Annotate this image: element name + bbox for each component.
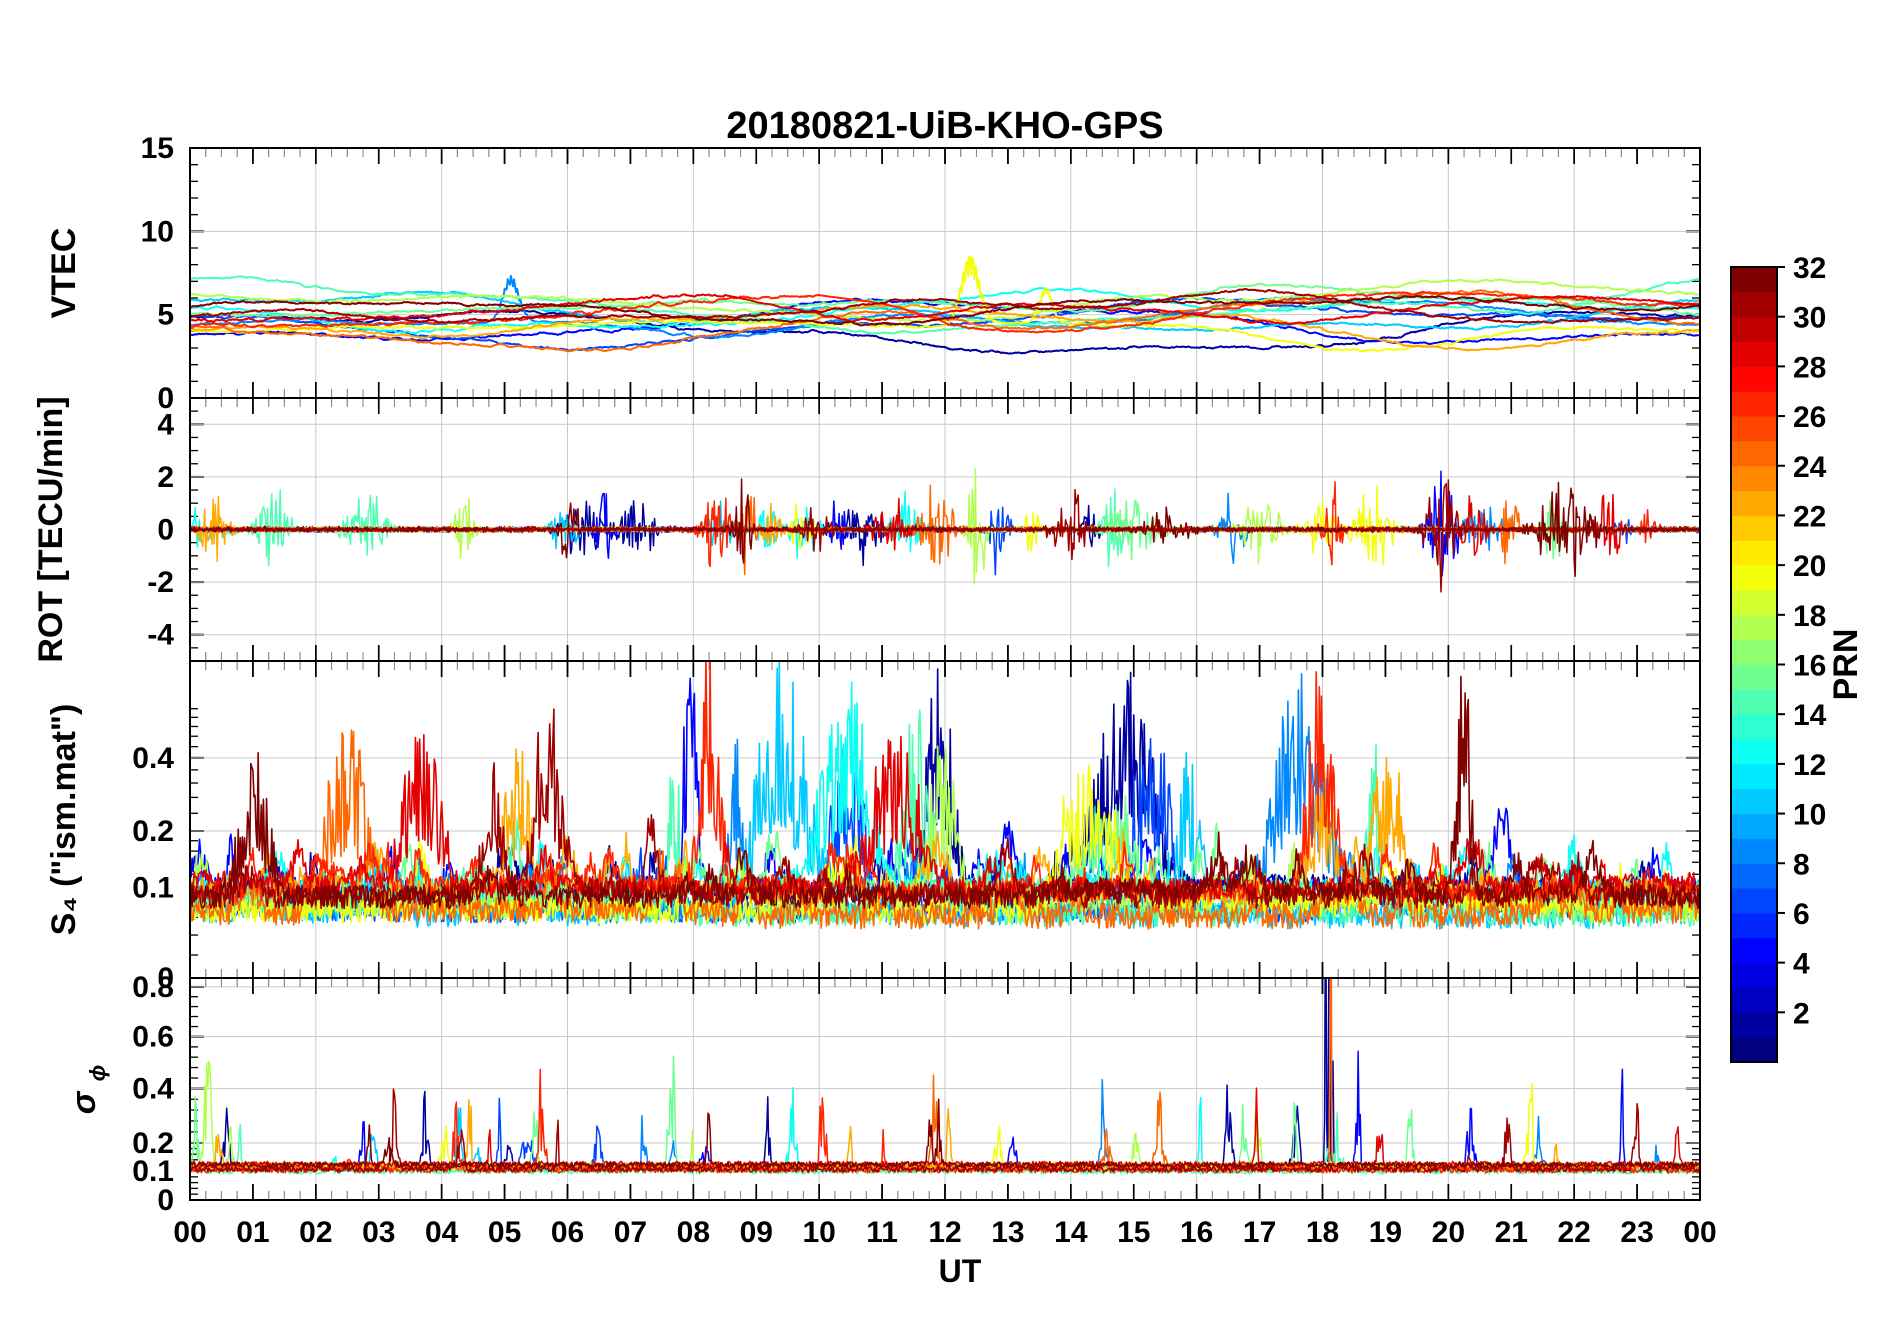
svg-text:14: 14 <box>1054 1216 1088 1249</box>
svg-text:2: 2 <box>157 461 174 494</box>
svg-text:12: 12 <box>928 1216 961 1249</box>
svg-text:-2: -2 <box>147 566 174 599</box>
svg-text:08: 08 <box>677 1216 710 1249</box>
svg-text:02: 02 <box>299 1216 332 1249</box>
svg-text:01: 01 <box>236 1216 269 1249</box>
svg-text:16: 16 <box>1180 1216 1213 1249</box>
svg-text:20: 20 <box>1432 1216 1465 1249</box>
svg-text:VTEC: VTEC <box>45 228 83 319</box>
svg-text:32: 32 <box>1793 252 1826 285</box>
svg-text:5: 5 <box>157 299 174 332</box>
svg-text:4: 4 <box>157 408 174 441</box>
svg-text:20: 20 <box>1793 550 1826 583</box>
svg-text:0.4: 0.4 <box>132 1073 174 1106</box>
svg-text:15: 15 <box>1117 1216 1150 1249</box>
svg-text:10: 10 <box>802 1216 835 1249</box>
svg-text:16: 16 <box>1793 650 1826 683</box>
svg-text:15: 15 <box>141 132 174 165</box>
svg-text:18: 18 <box>1306 1216 1339 1249</box>
svg-text:11: 11 <box>866 1216 898 1249</box>
svg-text:14: 14 <box>1793 699 1827 732</box>
svg-text:0.8: 0.8 <box>132 971 174 1004</box>
svg-text:22: 22 <box>1793 500 1826 533</box>
svg-text:18: 18 <box>1793 600 1826 633</box>
svg-text:0.6: 0.6 <box>132 1021 174 1054</box>
svg-text:21: 21 <box>1495 1216 1528 1249</box>
svg-text:24: 24 <box>1793 451 1827 484</box>
svg-text:10: 10 <box>1793 799 1826 832</box>
svg-text:0: 0 <box>157 1184 174 1217</box>
svg-text:17: 17 <box>1243 1216 1276 1249</box>
svg-text:6: 6 <box>1793 898 1810 931</box>
svg-text:03: 03 <box>362 1216 395 1249</box>
svg-text:UT: UT <box>939 1253 982 1289</box>
svg-text:19: 19 <box>1369 1216 1402 1249</box>
svg-text:06: 06 <box>551 1216 584 1249</box>
svg-text:0: 0 <box>157 514 174 547</box>
svg-text:8: 8 <box>1793 848 1810 881</box>
svg-text:26: 26 <box>1793 401 1826 434</box>
svg-text:ROT [TECU/min]: ROT [TECU/min] <box>32 396 70 662</box>
svg-text:04: 04 <box>425 1216 459 1249</box>
svg-text:07: 07 <box>614 1216 647 1249</box>
svg-text:12: 12 <box>1793 749 1826 782</box>
svg-text:PRN: PRN <box>1827 629 1865 701</box>
svg-text:23: 23 <box>1620 1216 1653 1249</box>
svg-text:σ: σ <box>65 1090 103 1114</box>
svg-text:22: 22 <box>1557 1216 1590 1249</box>
svg-text:4: 4 <box>1793 948 1810 981</box>
svg-text:S₄ ("ism.mat"): S₄ ("ism.mat") <box>45 704 83 936</box>
svg-text:00: 00 <box>173 1216 206 1249</box>
svg-text:0.2: 0.2 <box>132 815 174 848</box>
svg-text:13: 13 <box>991 1216 1024 1249</box>
svg-text:10: 10 <box>141 215 174 248</box>
svg-text:0.4: 0.4 <box>132 742 174 775</box>
svg-text:09: 09 <box>740 1216 773 1249</box>
svg-text:0.1: 0.1 <box>132 871 174 904</box>
svg-text:2: 2 <box>1793 997 1810 1030</box>
svg-text:20180821-UiB-KHO-GPS: 20180821-UiB-KHO-GPS <box>726 105 1163 147</box>
svg-text:00: 00 <box>1683 1216 1716 1249</box>
svg-text:-4: -4 <box>147 619 174 652</box>
svg-text:ϕ: ϕ <box>85 1065 110 1082</box>
svg-text:30: 30 <box>1793 302 1826 335</box>
svg-text:05: 05 <box>488 1216 521 1249</box>
svg-text:28: 28 <box>1793 351 1826 384</box>
svg-text:0.1: 0.1 <box>132 1155 174 1188</box>
